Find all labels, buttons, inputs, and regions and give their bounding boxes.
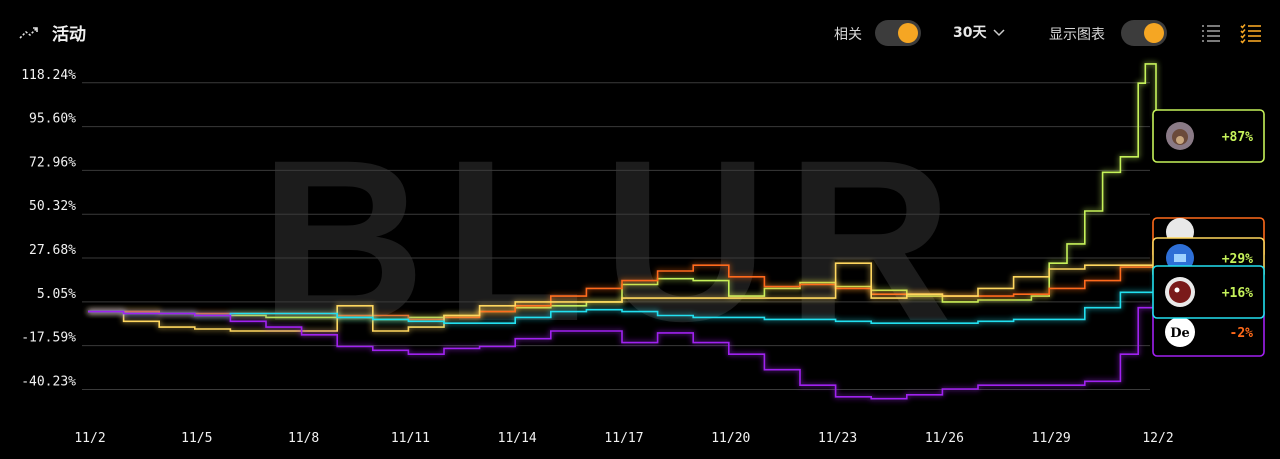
- checked-list-view-button[interactable]: [1240, 22, 1262, 44]
- series-change-label: +87%: [1222, 130, 1253, 145]
- x-tick-label: 12/2: [1142, 431, 1173, 446]
- x-tick-label: 11/14: [498, 431, 537, 446]
- blue-avatar: [1166, 244, 1194, 272]
- toggle-knob: [1144, 23, 1164, 43]
- de-avatar: De: [1165, 317, 1195, 347]
- x-axis: 11/2 11/5 11/8 11/11 11/14 11/17 11/20 11/23 11/…: [74, 431, 1173, 446]
- series-line-4: [88, 303, 1171, 400]
- ape-avatar: [1166, 122, 1194, 150]
- y-tick-label: -40.23%: [21, 374, 76, 389]
- y-tick-label: 118.24%: [21, 68, 76, 83]
- show-chart-toggle[interactable]: [1121, 20, 1167, 46]
- y-axis: 118.24% 95.60% 72.96% 50.32% 27.68% 5.05% -17.…: [21, 68, 76, 390]
- x-tick-label: 11/5: [181, 431, 212, 446]
- x-tick-label: 11/23: [818, 431, 857, 446]
- x-tick-label: 11/8: [288, 431, 319, 446]
- title-group: 活动: [18, 20, 86, 45]
- y-tick-label: 72.96%: [29, 155, 76, 170]
- series-card[interactable]: +16%: [1152, 265, 1265, 319]
- series-line-2: [88, 262, 1171, 332]
- x-tick-label: 11/29: [1032, 431, 1071, 446]
- x-tick-label: 11/17: [604, 431, 643, 446]
- chevron-down-icon: [993, 29, 1006, 37]
- list-view-button[interactable]: [1200, 22, 1222, 44]
- series-card[interactable]: De -2%: [1152, 307, 1265, 357]
- y-tick-label: 5.05%: [37, 287, 76, 302]
- x-tick-label: 11/11: [391, 431, 430, 446]
- list-checked-icon: [1240, 23, 1261, 44]
- range-select[interactable]: 30天: [953, 22, 1006, 42]
- page-title: 活动: [52, 25, 86, 45]
- top-bar: 活动 相关 30天 显示图表: [0, 0, 1280, 64]
- series-lines: [88, 63, 1171, 400]
- correlation-label: 相关: [834, 27, 862, 43]
- series-change-label: -2%: [1230, 326, 1254, 341]
- series-change-label: +16%: [1222, 286, 1253, 301]
- y-tick-label: 50.32%: [29, 199, 76, 214]
- y-tick-label: 95.60%: [29, 112, 76, 127]
- y-tick-label: -17.59%: [21, 331, 76, 346]
- trending-up-icon: [18, 21, 42, 45]
- watermark: BLUR: [260, 112, 971, 369]
- series-line-3: [88, 268, 1171, 324]
- series-change-label: +29%: [1222, 252, 1253, 267]
- range-select-label: 30天: [953, 25, 987, 41]
- series-card[interactable]: +87%: [1152, 109, 1265, 163]
- svg-text:De: De: [1170, 326, 1190, 341]
- show-chart-label: 显示图表: [1049, 27, 1105, 43]
- red-face-avatar: [1165, 277, 1195, 307]
- list-icon: [1202, 25, 1220, 42]
- x-tick-label: 11/2: [74, 431, 105, 446]
- series-end-cards: +29% +87% De -2% +16%: [1152, 109, 1265, 357]
- toggle-knob: [898, 23, 918, 43]
- correlation-toggle[interactable]: [875, 20, 921, 46]
- y-tick-label: 27.68%: [29, 243, 76, 258]
- x-tick-label: 11/20: [711, 431, 750, 446]
- x-tick-label: 11/26: [925, 431, 964, 446]
